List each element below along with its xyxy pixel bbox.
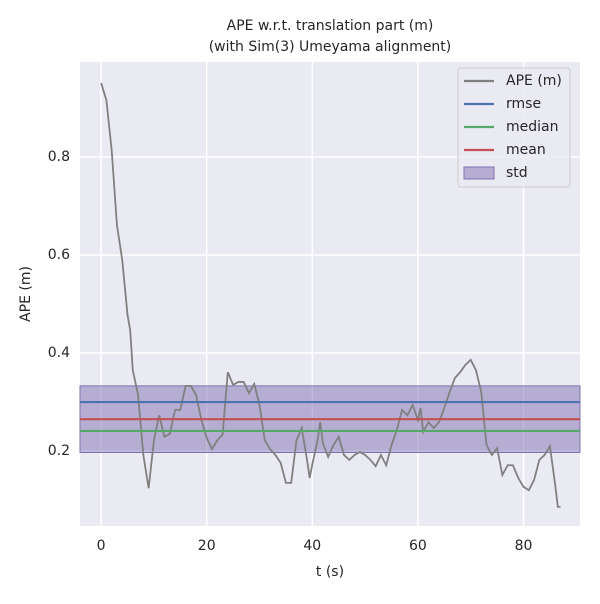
legend-label: mean [506, 142, 546, 158]
x-tick-label: 0 [97, 538, 106, 554]
x-tick-label: 40 [303, 538, 321, 554]
legend-swatch [463, 166, 495, 180]
legend-label: APE (m) [506, 73, 562, 89]
y-tick-label: 0.8 [48, 149, 70, 165]
x-tick-label: 20 [198, 538, 216, 554]
legend-label: std [506, 165, 528, 181]
y-tick-label: 0.4 [48, 345, 70, 361]
y-axis-label: APE (m) [18, 266, 34, 322]
chart-title: APE w.r.t. translation part (m) [227, 18, 434, 34]
chart-subtitle: (with Sim(3) Umeyama alignment) [209, 39, 452, 55]
legend-box [457, 67, 571, 188]
y-tick-label: 0.6 [48, 247, 70, 263]
x-axis-label: t (s) [316, 564, 344, 580]
ape-line [100, 82, 561, 508]
x-tick-label: 80 [515, 538, 533, 554]
y-tick-label: 0.2 [48, 443, 70, 459]
legend-label: rmse [506, 96, 541, 112]
legend-label: median [506, 119, 558, 135]
x-tick-label: 60 [409, 538, 427, 554]
